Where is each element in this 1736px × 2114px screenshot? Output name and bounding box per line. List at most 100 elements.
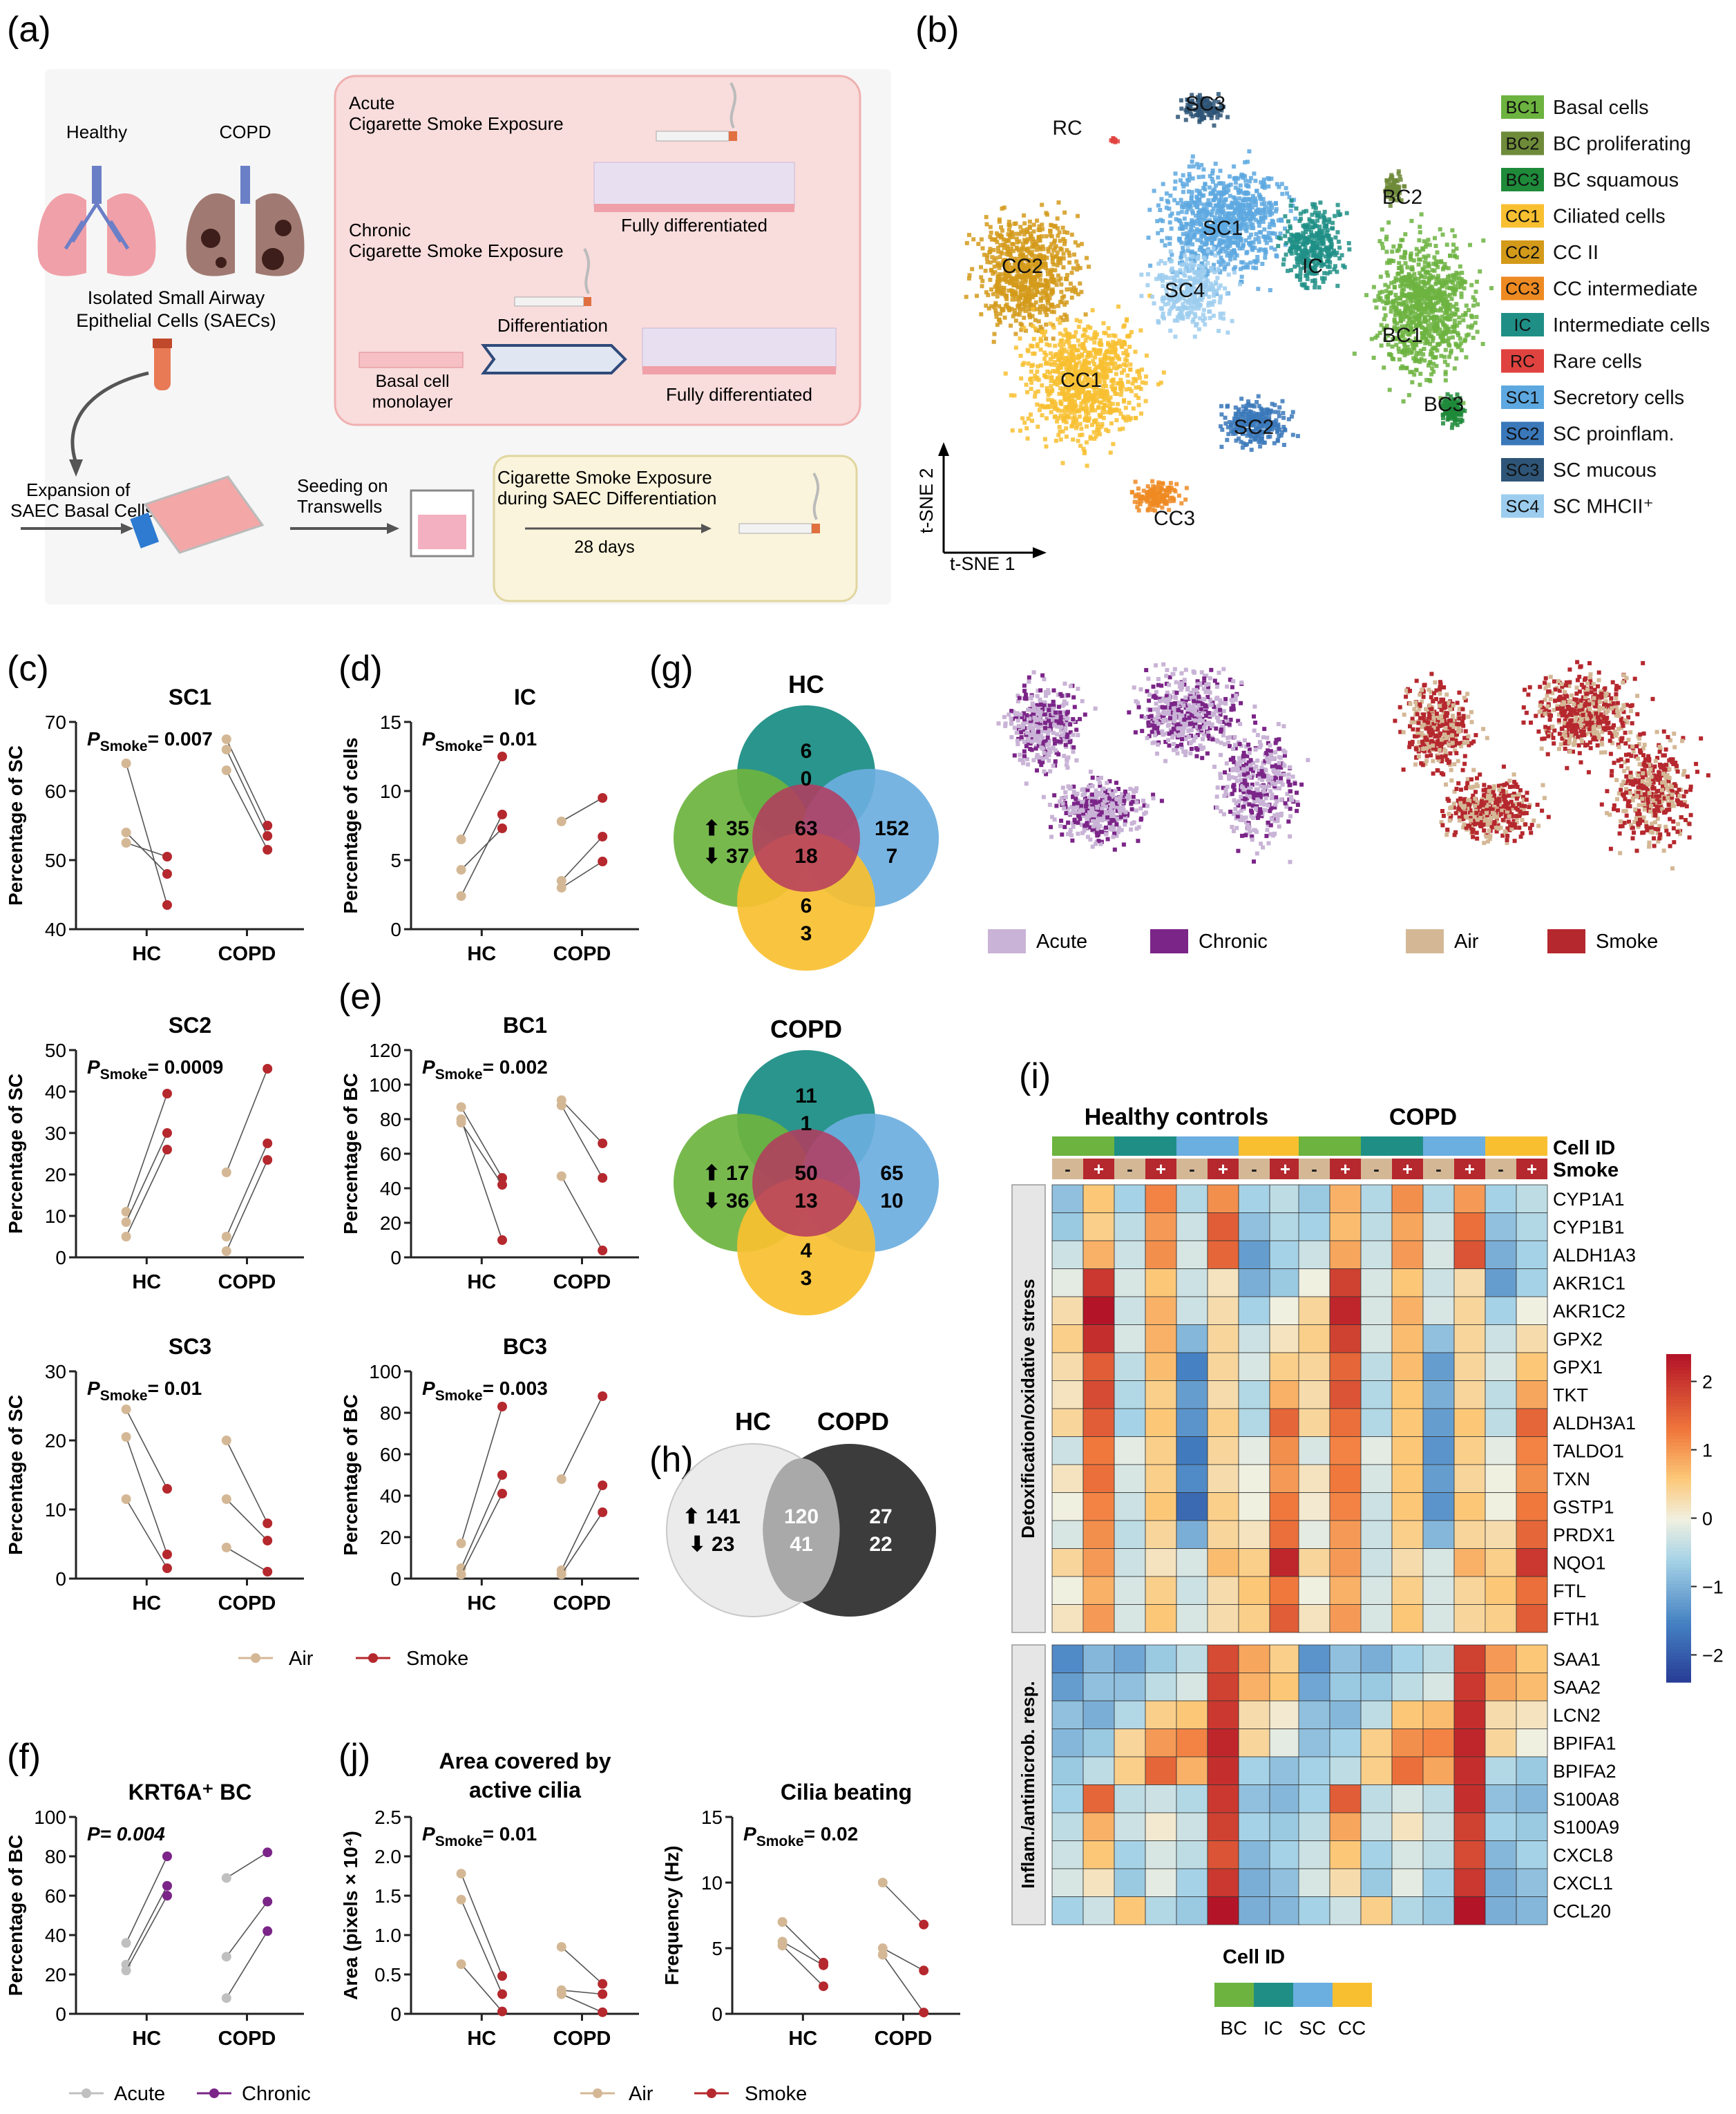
- heatmap-cell: [1516, 1213, 1547, 1241]
- heatmap-cell: [1330, 1269, 1361, 1297]
- tsne-main-plot: [964, 92, 1494, 513]
- heatmap-cell: [1083, 1785, 1114, 1813]
- heatmap-cell: [1114, 1409, 1145, 1437]
- point-before: [457, 1118, 466, 1127]
- pair-line: [227, 1499, 267, 1541]
- heatmap-cell: [1330, 1729, 1361, 1758]
- heatmap-cell: [1454, 1381, 1485, 1409]
- heatmap-cell: [1114, 1353, 1145, 1381]
- heatmap-cell: [1208, 1841, 1239, 1869]
- legend-name-rc: Rare cells: [1553, 351, 1642, 373]
- point-after: [598, 1139, 607, 1148]
- heatmap-cell: [1330, 1757, 1361, 1785]
- heatmap-cell: [1516, 1437, 1547, 1465]
- heatmap-cell: [1423, 1465, 1454, 1493]
- venn-up-center: 50: [794, 1162, 817, 1185]
- point-before: [557, 1101, 566, 1110]
- tsne-label-rc: RC: [1052, 117, 1082, 140]
- point-after: [263, 1897, 272, 1907]
- ytick-j1: 2.5: [374, 1807, 401, 1828]
- tsne-label-bc1: BC1: [1382, 324, 1422, 347]
- point-before: [557, 1942, 566, 1952]
- point-after: [162, 1563, 172, 1573]
- heatmap-cell: [1423, 1577, 1454, 1605]
- chart-xtick-c1: COPD: [218, 943, 276, 965]
- pair-line: [461, 1119, 502, 1240]
- heatmap-cell: [1299, 1381, 1330, 1409]
- chart-stat-c2: PSmoke= 0.0009: [87, 1056, 223, 1083]
- chart-xtick-c3: HC: [132, 1592, 161, 1615]
- chart-ylabel-e1: Percentage of BC: [340, 1073, 361, 1234]
- point-after: [162, 1881, 172, 1891]
- heatmap-cell: [1516, 1605, 1547, 1633]
- heatmap-cell: [1083, 1437, 1114, 1465]
- heatmap-cell: [1239, 1465, 1270, 1493]
- heatmap-cell: [1239, 1869, 1270, 1897]
- fully-differentiated-1: Fully differentiated: [621, 215, 767, 236]
- heatmap-cell: [1299, 1841, 1330, 1869]
- gene-label: FTL: [1553, 1581, 1586, 1601]
- heatmap-cell: [1361, 1353, 1392, 1381]
- heatmap-cell: [1454, 1605, 1485, 1633]
- ytick-c2: 40: [45, 1081, 66, 1103]
- legend-smoke-swatch: [1547, 929, 1585, 953]
- heatmap-cell: [1330, 1241, 1361, 1269]
- heatmap-cell: [1239, 1701, 1270, 1729]
- chart-title-c1: SC1: [169, 685, 211, 710]
- heatmap-cell: [1361, 1785, 1392, 1813]
- point-before: [557, 1990, 566, 1999]
- cellid-legend-swatch: [1293, 1983, 1333, 2007]
- heatmap-cell: [1454, 1353, 1485, 1381]
- tsne-label-cc2: CC2: [1002, 255, 1043, 278]
- cellid-bar: [1330, 1136, 1361, 1156]
- heatmap-cell: [1052, 1241, 1083, 1269]
- heatmap-cell: [1330, 1325, 1361, 1353]
- heatmap-cell: [1485, 1493, 1516, 1521]
- point-before: [457, 835, 466, 844]
- point-after: [598, 832, 607, 841]
- smoke-sign: -: [1373, 1159, 1380, 1179]
- heatmap-cell: [1145, 1409, 1176, 1437]
- point-before: [457, 1895, 466, 1905]
- pair-line: [126, 1133, 167, 1222]
- heatmap-cell: [1330, 1869, 1361, 1897]
- ytick-j1: 1.0: [374, 1925, 401, 1946]
- heatmap-cell: [1176, 1185, 1208, 1213]
- heatmap-cell: [1176, 1701, 1208, 1729]
- heatmap-cell: [1330, 1185, 1361, 1213]
- chart-ylabel-c2: Percentage of SC: [5, 1074, 26, 1234]
- chart-xtick-c2: HC: [132, 1271, 161, 1293]
- point-before: [122, 1404, 131, 1414]
- heatmap-cell: [1485, 1213, 1516, 1241]
- heatmap-cell: [1361, 1521, 1392, 1549]
- heatmap-cell: [1516, 1673, 1547, 1702]
- venn-up-left: ⬆ 17: [703, 1162, 750, 1185]
- healthy-label: Healthy: [66, 122, 127, 142]
- heatmap-cell: [1176, 1841, 1208, 1869]
- venn-h-shared-up: 120: [784, 1505, 819, 1528]
- pair-line: [562, 1485, 602, 1570]
- heatmap-cell: [1208, 1897, 1239, 1925]
- pair-line: [227, 1852, 267, 1878]
- legend-name-cc3: CC intermediate: [1553, 278, 1698, 301]
- point-before: [222, 765, 231, 775]
- cs-exposure-line2: during SAEC Differentiation: [497, 488, 716, 508]
- heatmap-cell: [1392, 1645, 1423, 1673]
- point-before: [557, 817, 566, 826]
- chart-xtick-e1: HC: [467, 1271, 496, 1293]
- point-before: [557, 1570, 566, 1579]
- heatmap-cell: [1361, 1757, 1392, 1785]
- heatmap-cell: [1052, 1605, 1083, 1633]
- cellid-legend-label: BC: [1221, 2017, 1248, 2039]
- point-after: [497, 1971, 507, 1981]
- ytick-d: 15: [380, 712, 401, 733]
- point-before: [457, 1539, 466, 1548]
- heatmap-cell: [1299, 1325, 1330, 1353]
- pair-line: [562, 1177, 602, 1251]
- heatmap-cell: [1208, 1353, 1239, 1381]
- pair-line: [461, 828, 502, 870]
- heatmap-cell: [1423, 1269, 1454, 1297]
- heatmap-cell: [1392, 1897, 1423, 1925]
- heatmap-cell: [1145, 1549, 1176, 1577]
